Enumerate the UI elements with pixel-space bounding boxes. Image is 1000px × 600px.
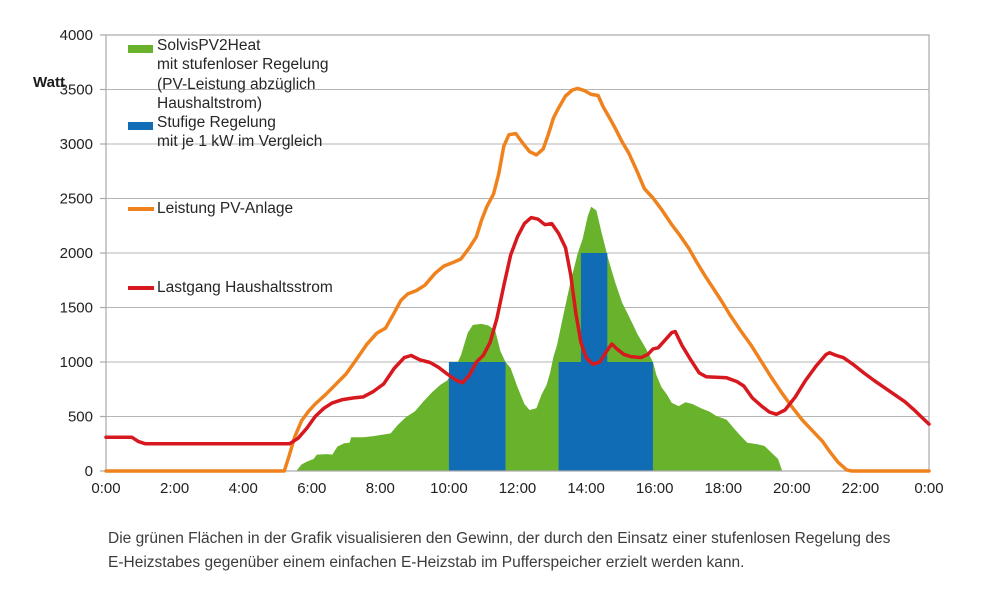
legend-label-pv-line: Leistung PV-Anlage	[157, 200, 294, 217]
x-tick-label: 2:00	[160, 480, 189, 497]
legend-label-area-line1: SolvisPV2Heat	[157, 37, 261, 54]
legend-label-area-line4: Haushaltstrom)	[157, 95, 263, 113]
y-tick-label: 500	[68, 409, 93, 426]
y-tick-label: 0	[85, 463, 93, 480]
y-axis-unit-label: Watt	[33, 74, 65, 91]
caption-line2: E-Heizstabes gegenüber einem einfachen E…	[108, 553, 745, 571]
x-tick-label: 12:00	[499, 480, 537, 497]
legend-label-bars-line1: Stufige Regelung	[157, 114, 276, 131]
y-tick-label: 3000	[60, 136, 93, 153]
y-tick-label: 4000	[60, 27, 93, 44]
household-load-line	[104, 215, 931, 446]
x-tick-label: 18:00	[705, 480, 743, 497]
green-gain-area	[296, 206, 783, 471]
legend-label-load-line: Lastgang Haushaltsstrom	[157, 279, 333, 296]
orange-line-swatch-icon	[128, 207, 154, 211]
x-tick-label: 6:00	[297, 480, 326, 497]
x-tick-label: 10:00	[430, 480, 468, 497]
x-tick-label: 20:00	[773, 480, 811, 497]
chart-svg: 0 500 1000 1500 2000 2500 3000 3500 4000 0:00 2:00…	[60, 27, 944, 497]
stepped-regulation-bar	[448, 362, 506, 471]
legend-label-bars-line2: mit je 1 kW im Vergleich	[157, 133, 323, 151]
pv-power-line	[104, 86, 931, 473]
y-tick-label: 1000	[60, 354, 93, 371]
x-tick-label: 22:00	[842, 480, 880, 497]
x-tick-label: 0:00	[914, 480, 943, 497]
y-tick-label: 1500	[60, 300, 93, 317]
red-line-swatch-icon	[128, 286, 154, 290]
legend-label-area-line3: (PV-Leistung abzüglich	[157, 75, 316, 93]
x-tick-label: 0:00	[91, 480, 120, 497]
blue-bar-swatch-icon	[128, 122, 153, 130]
x-tick-label: 16:00	[636, 480, 674, 497]
green-area-swatch-icon	[128, 45, 153, 53]
y-tick-label: 2500	[60, 191, 93, 208]
x-tick-label: 4:00	[229, 480, 258, 497]
caption-line1: Die grünen Flächen in der Grafik visuali…	[108, 530, 891, 547]
x-tick-label: 8:00	[366, 480, 395, 497]
x-tick-label: 14:00	[567, 480, 605, 497]
chart-caption: Die grünen Flächen in der Grafik visuali…	[108, 527, 968, 574]
y-tick-label: 3500	[60, 82, 93, 99]
legend-label-area-line2: mit stufenloser Regelung	[157, 56, 329, 74]
y-tick-label: 2000	[60, 245, 93, 262]
